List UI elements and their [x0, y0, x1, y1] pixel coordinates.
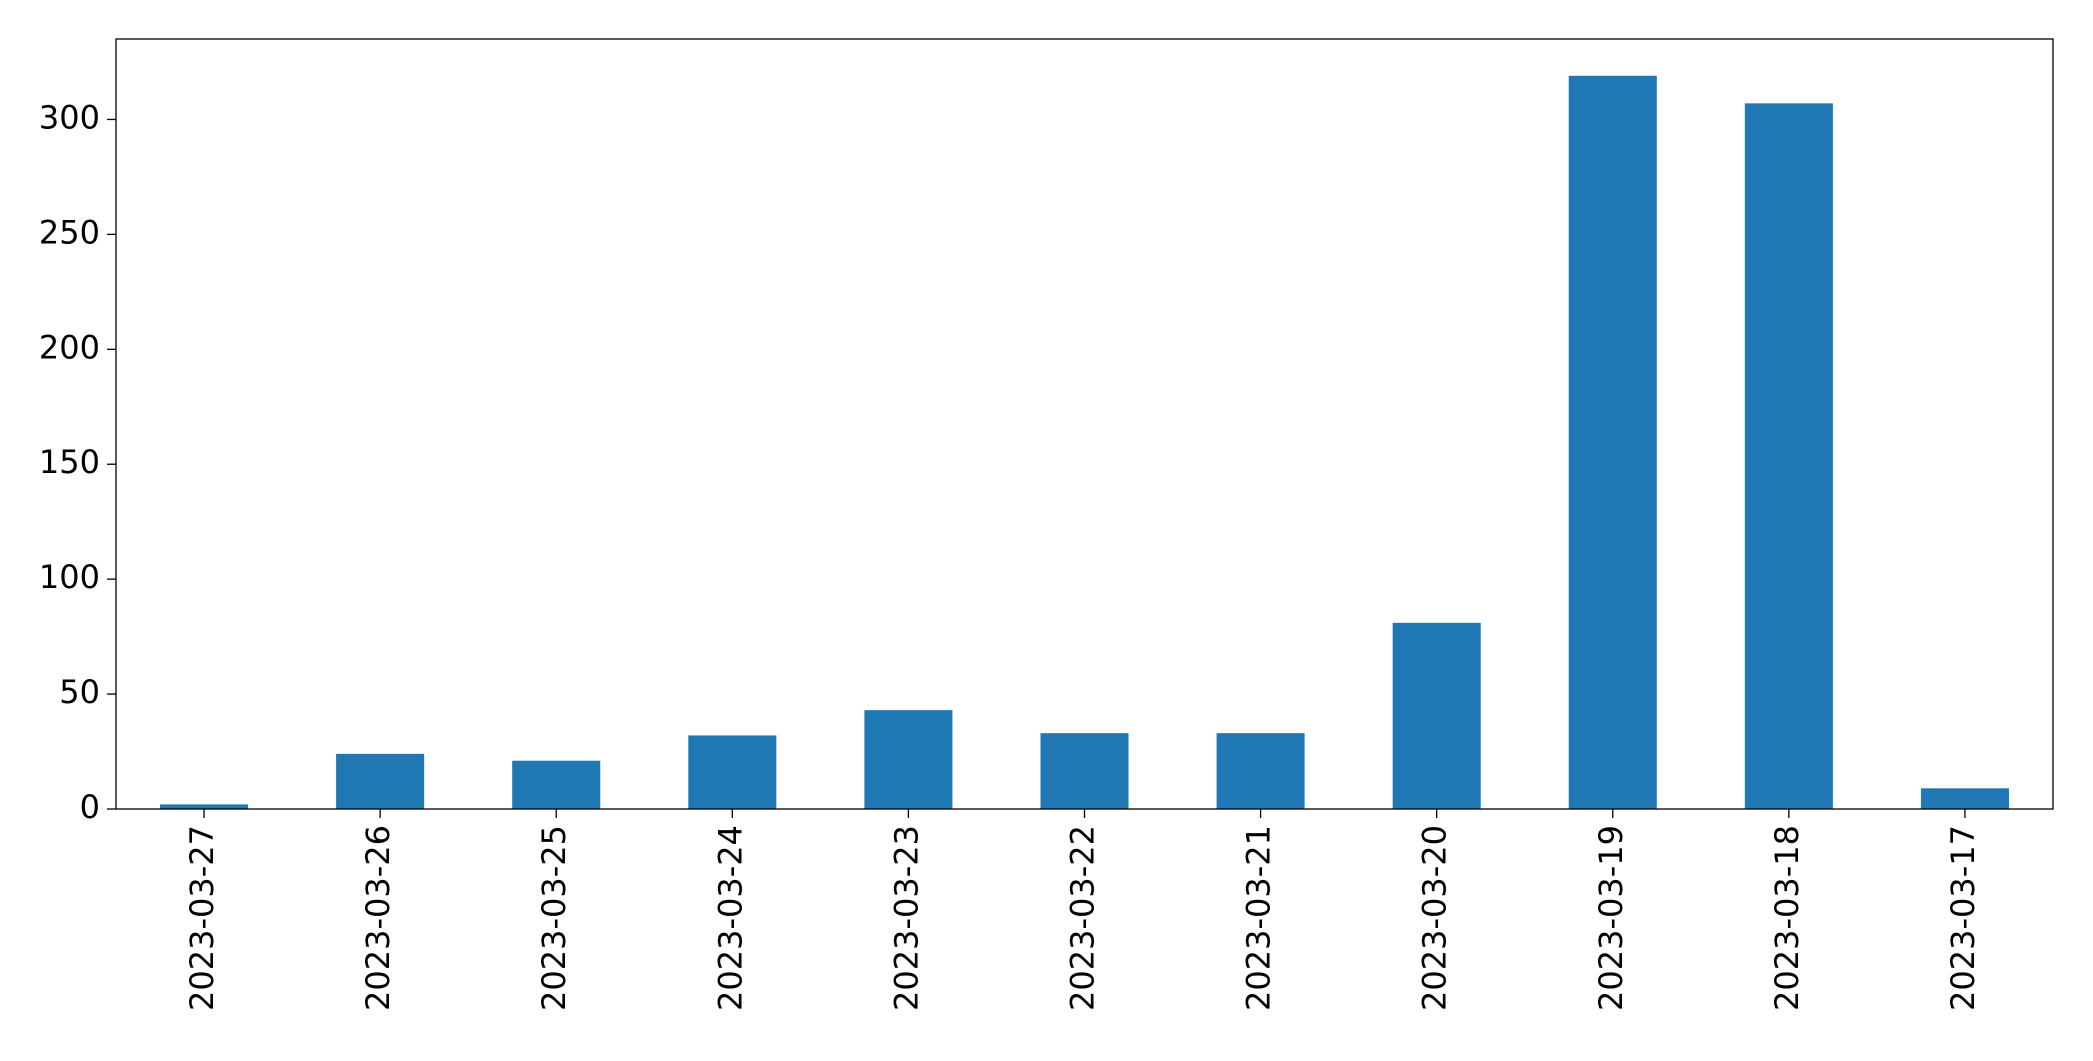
bar	[1920, 788, 2009, 809]
bar	[512, 760, 601, 809]
y-tick-label: 0	[80, 788, 100, 826]
bar	[1392, 622, 1481, 809]
bar	[688, 735, 777, 809]
y-tick-label: 250	[39, 213, 100, 251]
x-tick-label: 2023-03-26	[359, 825, 397, 1011]
x-tick-label: 2023-03-18	[1768, 825, 1806, 1011]
y-tick-label: 100	[39, 558, 100, 596]
x-tick-label: 2023-03-17	[1944, 825, 1982, 1011]
bar	[1744, 103, 1833, 809]
x-tick-label: 2023-03-25	[535, 825, 573, 1011]
x-tick-label: 2023-03-20	[1416, 825, 1454, 1011]
x-tick-label: 2023-03-21	[1240, 825, 1278, 1011]
x-tick-label: 2023-03-22	[1064, 825, 1102, 1011]
y-tick-label: 300	[39, 98, 100, 136]
bar	[1216, 733, 1305, 809]
x-tick-label: 2023-03-19	[1592, 825, 1630, 1011]
bar	[1040, 733, 1129, 809]
y-tick-label: 150	[39, 443, 100, 481]
bar	[160, 804, 249, 809]
y-tick-label: 50	[59, 673, 100, 711]
plot-frame	[115, 38, 2054, 810]
bar	[864, 710, 953, 809]
x-tick-label: 2023-03-23	[887, 825, 925, 1011]
x-tick-label: 2023-03-27	[183, 825, 221, 1011]
y-tick-label: 200	[39, 328, 100, 366]
bar	[336, 753, 425, 809]
x-tick-label: 2023-03-24	[711, 825, 749, 1011]
bar	[1568, 75, 1657, 809]
